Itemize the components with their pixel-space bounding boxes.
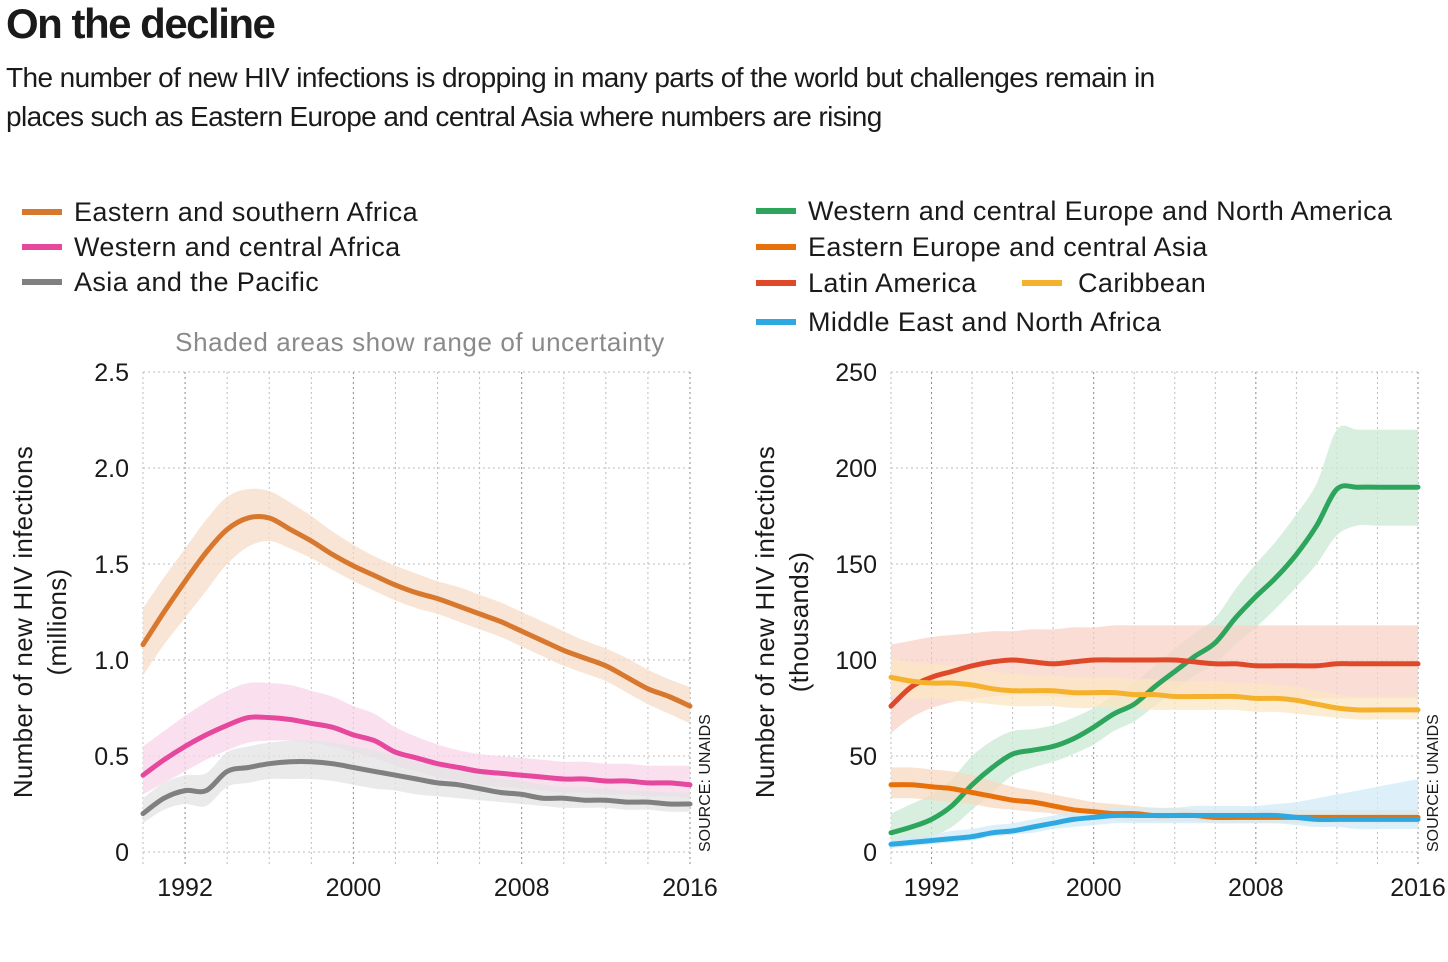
y-tick-label: 100 (835, 647, 877, 675)
series-line-asia-and-the-pacific (140, 759, 693, 817)
uncertainty-band-eastern-europe-and-central-asia (891, 767, 1418, 824)
chart-title: On the decline (6, 0, 276, 47)
legend-swatch (756, 208, 796, 214)
y-tick-label: 0 (115, 839, 129, 867)
y-axis-title: Number of new HIV infections (750, 446, 780, 798)
y-tick-label: 0.5 (94, 743, 129, 771)
chart-left: 0 0.5 1.0 1.5 2.0 2.5 1992 2000 2008 2016 Number o… (8, 359, 718, 902)
legend-label: Western and central Africa (74, 232, 401, 262)
x-tick-label: 2000 (1066, 874, 1122, 902)
series-line-latin-america (888, 657, 1421, 709)
y-tick-label: 50 (849, 743, 877, 771)
x-tick-label: 2016 (662, 874, 718, 902)
legend-swatch (22, 244, 62, 250)
uncertainty-band-western-and-central-europe-and-north-america (891, 425, 1418, 847)
y-tick-label: 2.5 (94, 359, 129, 387)
y-tick-label: 2.0 (94, 455, 129, 483)
legend-swatch (22, 279, 62, 285)
y-tick-label: 200 (835, 455, 877, 483)
x-tick-label: 2008 (494, 874, 550, 902)
legend-label: Western and central Europe and North Ame… (808, 196, 1393, 226)
y-tick-label: 0 (863, 839, 877, 867)
series-line-caribbean (888, 674, 1421, 713)
y-tick-label: 1.5 (94, 551, 129, 579)
x-tick-label: 1992 (157, 874, 213, 902)
legend-swatch (1022, 280, 1062, 286)
y-axis-unit: (thousands) (784, 552, 814, 693)
uncertainty-note: Shaded areas show range of uncertainty (175, 327, 665, 357)
x-tick-label: 2016 (1390, 874, 1446, 902)
series-line-western-and-central-europe-and-north-america (888, 483, 1421, 836)
legend-label: Eastern and southern Africa (74, 197, 419, 227)
uncertainty-band-eastern-and-southern-africa (143, 488, 690, 724)
uncertainty-band-latin-america (891, 625, 1418, 733)
legend-swatch (22, 209, 62, 215)
y-axis-unit: (millions) (42, 569, 72, 676)
y-tick-label: 250 (835, 359, 877, 387)
legend-swatch (756, 280, 796, 286)
y-tick-label: 1.0 (94, 647, 129, 675)
legend-label: Latin America (808, 268, 977, 298)
y-tick-label: 150 (835, 551, 877, 579)
series-line-eastern-and-southern-africa (140, 513, 693, 709)
legend-swatch (756, 319, 796, 325)
legend-label: Eastern Europe and central Asia (808, 232, 1208, 262)
legend-swatch (756, 244, 796, 250)
source-label: SOURCE: UNAIDS (697, 714, 714, 852)
chart-subtitle: The number of new HIV infections is drop… (6, 62, 1155, 132)
chart-right: 0 50 100 150 200 250 1992 2000 2008 2016 Number of… (750, 359, 1446, 902)
uncertainty-band-western-and-central-africa (143, 682, 690, 799)
x-tick-label: 2008 (1228, 874, 1284, 902)
legend-label: Middle East and North Africa (808, 307, 1162, 337)
source-label: SOURCE: UNAIDS (1425, 714, 1442, 852)
legend-label: Asia and the Pacific (74, 267, 320, 297)
legend-label: Caribbean (1078, 268, 1207, 298)
y-axis-title: Number of new HIV infections (8, 446, 38, 798)
x-tick-label: 1992 (904, 874, 960, 902)
series-line-western-and-central-africa (140, 714, 693, 788)
series-line-middle-east-and-north-africa (888, 812, 1421, 847)
x-tick-label: 2000 (326, 874, 382, 902)
